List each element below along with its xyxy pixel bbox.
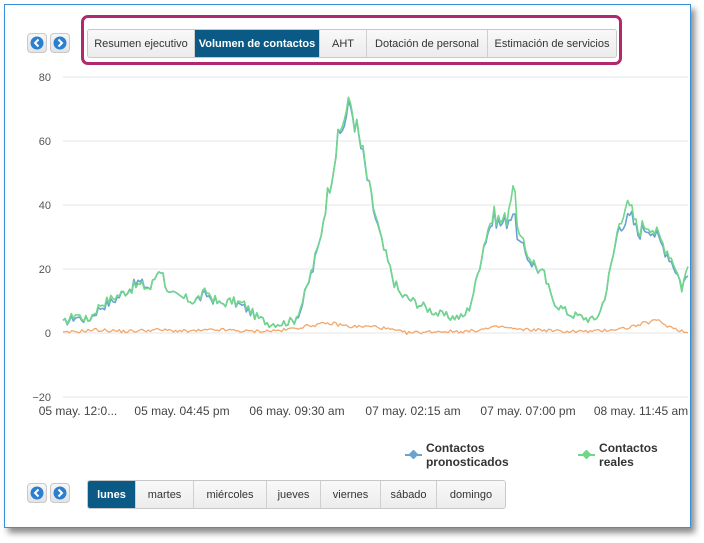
tab-viernes[interactable]: viernes <box>321 481 381 508</box>
contacts-chart: 80 60 40 20 0 −20 05 may. 12:0... 05 may. 04:4… <box>32 72 689 418</box>
chart-grid <box>63 76 688 398</box>
x-axis-ticks: 05 may. 12:0... 05 may. 04:45 pm 06 may. 0… <box>39 404 688 418</box>
legend-item-pronosticados[interactable]: Contactos pronosticados <box>405 441 562 469</box>
chart-series <box>62 96 689 336</box>
series-line-aht <box>63 319 689 336</box>
arrow-left-icon <box>30 36 44 50</box>
day-tabbar: lunes martes miércoles jueves viernes sá… <box>87 480 506 509</box>
top-tabbar: Resumen ejecutivo Volumen de contactos A… <box>87 29 617 58</box>
prev-day-button[interactable] <box>27 483 47 503</box>
legend-item-reales[interactable]: Contactos reales <box>578 441 690 469</box>
y-tick-label: 40 <box>39 200 51 212</box>
legend-marker-icon <box>578 450 595 460</box>
next-button[interactable] <box>50 33 70 53</box>
tab-estimacion-de-servicios[interactable]: Estimación de servicios <box>488 30 616 57</box>
arrow-left-icon <box>30 486 44 500</box>
y-tick-label: 0 <box>45 328 51 340</box>
arrow-right-icon <box>53 486 67 500</box>
legend-label: Contactos pronosticados <box>425 441 509 469</box>
tab-jueves[interactable]: jueves <box>267 481 321 508</box>
tab-resumen-ejecutivo[interactable]: Resumen ejecutivo <box>88 30 195 57</box>
arrow-right-icon <box>53 36 67 50</box>
tab-volumen-de-contactos[interactable]: Volumen de contactos <box>195 30 320 57</box>
y-tick-label: 80 <box>39 72 51 84</box>
tab-miercoles[interactable]: miércoles <box>194 481 267 508</box>
legend-label: Contactos reales <box>599 441 658 469</box>
legend-marker-icon <box>405 450 422 460</box>
tabs-highlight-box <box>81 15 622 65</box>
tab-aht[interactable]: AHT <box>320 30 367 57</box>
x-tick-label: 07 may. 02:15 am <box>365 404 460 418</box>
series-line-reales <box>62 96 689 329</box>
tab-martes[interactable]: martes <box>136 481 194 508</box>
x-tick-label: 08 may. 11:45 am <box>594 404 688 418</box>
prev-button[interactable] <box>27 33 47 53</box>
tab-domingo[interactable]: domingo <box>437 481 505 508</box>
y-tick-label: −20 <box>32 392 51 404</box>
x-tick-label: 05 may. 12:0... <box>39 404 118 418</box>
bottom-nav-arrows <box>27 483 70 503</box>
x-tick-label: 05 may. 04:45 pm <box>134 404 229 418</box>
next-day-button[interactable] <box>50 483 70 503</box>
app-frame: Resumen ejecutivo Volumen de contactos A… <box>4 4 691 528</box>
x-tick-label: 06 may. 09:30 am <box>249 404 344 418</box>
y-tick-label: 20 <box>39 264 51 276</box>
chart-legend: Contactos pronosticados Contactos reales <box>405 441 690 469</box>
tab-lunes[interactable]: lunes <box>88 481 136 508</box>
tab-sabado[interactable]: sábado <box>381 481 437 508</box>
tab-dotacion-de-personal[interactable]: Dotación de personal <box>367 30 488 57</box>
x-tick-label: 07 may. 07:00 pm <box>480 404 575 418</box>
top-nav-arrows <box>27 33 70 53</box>
y-tick-label: 60 <box>39 136 51 148</box>
y-axis-ticks: 80 60 40 20 0 −20 <box>32 72 51 404</box>
